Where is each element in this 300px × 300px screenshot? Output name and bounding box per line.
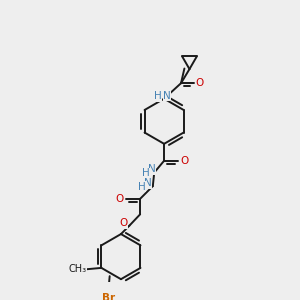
Text: N: N	[148, 164, 155, 174]
Text: H: H	[154, 92, 162, 101]
Text: N: N	[144, 178, 152, 188]
Text: O: O	[119, 218, 127, 228]
Text: O: O	[180, 156, 188, 166]
Text: O: O	[116, 194, 124, 204]
Text: H: H	[142, 168, 150, 178]
Text: Br: Br	[102, 293, 115, 300]
Text: H: H	[138, 182, 146, 192]
Text: N: N	[163, 91, 171, 101]
Text: CH₃: CH₃	[68, 264, 86, 274]
Text: O: O	[196, 78, 204, 88]
